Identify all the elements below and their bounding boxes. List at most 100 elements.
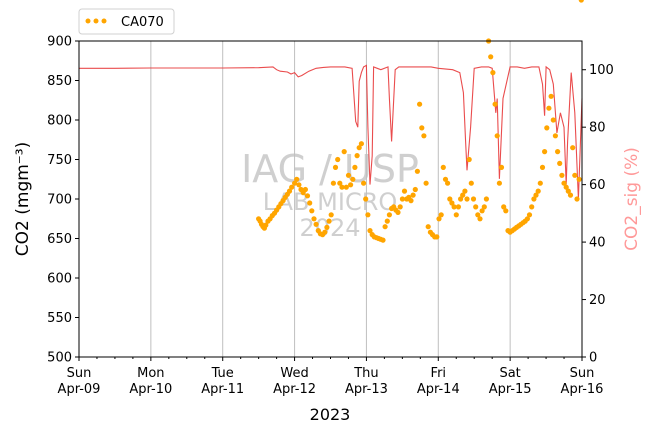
co2-point xyxy=(574,196,580,202)
co2-point xyxy=(565,188,571,194)
co2-point xyxy=(537,180,543,186)
co2-point xyxy=(417,101,423,107)
co2-point xyxy=(395,209,401,215)
co2-point xyxy=(414,168,420,174)
co2-point xyxy=(464,196,470,202)
y-left-tick-label: 900 xyxy=(47,35,72,50)
legend: CA070 xyxy=(78,8,175,35)
co2-point xyxy=(447,196,453,202)
right-axis-label: CO2_sig (%) xyxy=(622,147,642,251)
x-axis-label: 2023 xyxy=(310,405,351,424)
y-right-tick-label: 80 xyxy=(589,121,606,136)
y-right-tick-label: 100 xyxy=(589,63,614,78)
co2-point xyxy=(477,216,483,222)
co2-point xyxy=(552,133,559,139)
legend-box xyxy=(78,8,175,35)
co2-point xyxy=(557,160,563,166)
co2-point xyxy=(451,204,457,210)
watermark: IAG / USP LAB MICRO 2024 xyxy=(241,147,419,242)
co2-point xyxy=(460,192,466,198)
co2-point xyxy=(501,204,507,210)
x-tick-date: Apr-12 xyxy=(273,382,316,397)
legend-marker xyxy=(93,18,99,24)
co2-point xyxy=(458,196,464,202)
y-left-tick-label: 800 xyxy=(47,114,72,129)
co2-point xyxy=(529,204,535,210)
co2-point xyxy=(367,228,373,234)
co2-point xyxy=(410,192,416,198)
co2-point xyxy=(343,184,349,190)
co2-point xyxy=(286,188,293,194)
co2-point xyxy=(470,196,477,202)
x-tick-date: Apr-16 xyxy=(561,382,604,397)
co2-sig-line xyxy=(79,64,583,200)
co2-point xyxy=(479,208,485,214)
x-tick-day: Mon xyxy=(137,366,164,381)
co2-point xyxy=(449,200,455,206)
co2-point xyxy=(468,180,474,186)
co2-point xyxy=(322,229,328,235)
co2-point xyxy=(563,184,569,190)
co2-point xyxy=(363,196,369,202)
co2-point xyxy=(352,164,358,170)
co2-point xyxy=(421,133,427,139)
co2-point xyxy=(425,224,431,230)
co2-point xyxy=(348,182,354,188)
co2-point xyxy=(462,188,468,194)
co2-point xyxy=(572,172,578,178)
co2-point xyxy=(455,204,461,210)
co2-point xyxy=(542,149,548,155)
co2-point xyxy=(384,218,390,224)
co2-point xyxy=(445,180,451,186)
legend-marker xyxy=(85,18,91,24)
co2-point xyxy=(559,172,565,178)
co2-point xyxy=(304,193,311,199)
x-tick-day: Tue xyxy=(211,366,234,381)
y-left-tick-label: 600 xyxy=(47,272,72,287)
legend-label: CA070 xyxy=(121,15,164,30)
y-left-tick-label: 500 xyxy=(47,351,72,366)
co2-point xyxy=(408,198,414,204)
co2-point xyxy=(354,153,360,159)
co2-point xyxy=(326,218,332,224)
y-left-tick-label: 550 xyxy=(47,311,72,326)
co2-point xyxy=(498,164,505,170)
x-tick-date: Apr-13 xyxy=(345,382,388,397)
co2-point xyxy=(361,180,367,186)
co2-point xyxy=(438,212,444,218)
co2-point xyxy=(307,200,313,206)
x-tick-day: Wed xyxy=(280,366,308,381)
co2-point xyxy=(535,188,541,194)
co2-point xyxy=(539,164,546,170)
co2-point xyxy=(380,237,386,243)
co2-point xyxy=(546,105,552,111)
co2-point xyxy=(548,93,554,99)
x-tick-date: Apr-09 xyxy=(58,382,101,397)
co2-series xyxy=(256,0,584,243)
y-right-tick-label: 0 xyxy=(589,351,597,366)
y-right-tick-label: 40 xyxy=(589,236,606,251)
co2-point xyxy=(442,176,449,182)
co2-point xyxy=(488,54,494,60)
x-tick-day: Sat xyxy=(499,366,520,381)
co2-point xyxy=(578,0,584,3)
co2-point xyxy=(567,192,574,198)
co2-point xyxy=(382,224,388,230)
co2-point xyxy=(466,156,472,163)
co2-point xyxy=(341,149,347,155)
co2-point xyxy=(570,145,576,151)
co2-point xyxy=(337,180,343,186)
co2-point xyxy=(561,180,567,186)
co2-point xyxy=(365,212,371,218)
co2-point xyxy=(503,208,509,214)
y-left-tick-label: 700 xyxy=(47,193,72,208)
co2-point xyxy=(358,141,364,147)
co2-point xyxy=(332,164,339,170)
x-tick-day: Sun xyxy=(570,366,595,381)
co2-point xyxy=(313,221,319,227)
watermark-line3: 2024 xyxy=(299,214,360,242)
co2-point xyxy=(494,133,500,139)
y-right-tick-label: 60 xyxy=(589,178,606,193)
co2-point xyxy=(481,204,487,210)
co2-point xyxy=(555,149,561,155)
